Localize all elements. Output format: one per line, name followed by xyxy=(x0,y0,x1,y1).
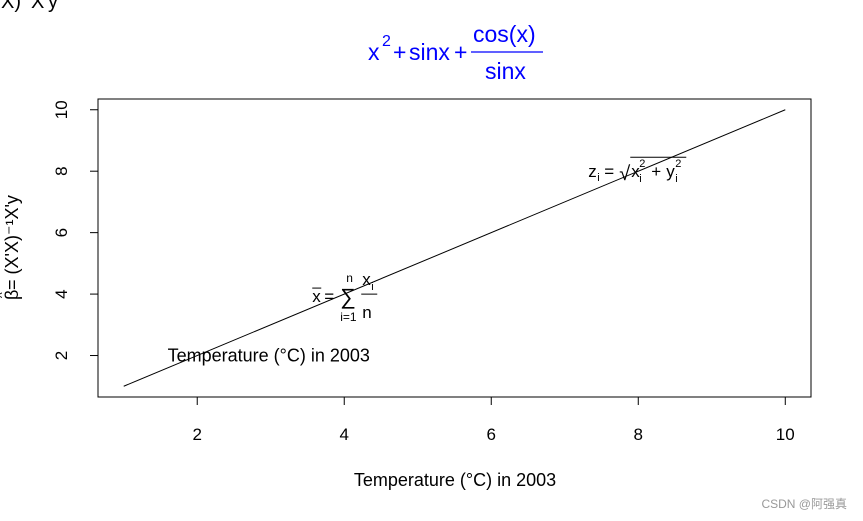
mean-eq: = xyxy=(324,287,334,306)
y-label-rest: = (X'X)⁻¹X'y xyxy=(2,195,22,290)
z-eq: = xyxy=(604,162,614,181)
annotation-mean-formula: x = ∑ n i=1 x i n xyxy=(312,270,378,324)
y-axis-label: β ^ = (X'X)⁻¹X'y xyxy=(0,195,22,300)
z-subscript: i xyxy=(597,172,599,184)
y-tick-label: 6 xyxy=(52,228,71,237)
chart-title: x 2 + sinx + cos(x) sinx xyxy=(368,21,543,84)
y-tick-label: 4 xyxy=(52,289,71,298)
series-line xyxy=(123,109,786,387)
title-plus-1: + xyxy=(393,39,406,65)
title-fraction-numerator: cos(x) xyxy=(473,21,536,47)
y-label-beta: β xyxy=(2,290,22,300)
z-x-sub: i xyxy=(639,173,641,185)
x-tick-label: 10 xyxy=(776,425,795,444)
beta-part2: X) xyxy=(1,0,21,13)
annotation-norm-formula: z i = √ x 2 i + y 2 i xyxy=(588,156,687,185)
z-y: y xyxy=(666,162,675,181)
y-label-hat: ^ xyxy=(0,292,9,298)
mean-x: x xyxy=(312,287,321,306)
y-tick-label: 10 xyxy=(52,100,71,119)
y-tick-label: 2 xyxy=(52,351,71,360)
title-plus-2: + xyxy=(454,39,467,65)
z-x: x xyxy=(631,162,640,181)
mean-numerator: x xyxy=(362,270,371,289)
x-tick-label: 8 xyxy=(634,425,643,444)
annotation-beta-formula: β ^ = (X t X) -1 X t y xyxy=(1,0,58,13)
y-tick-label: 8 xyxy=(52,166,71,175)
x-tick-label: 6 xyxy=(487,425,496,444)
watermark: CSDN @阿强真 xyxy=(761,497,847,511)
beta-part3: X xyxy=(31,0,44,13)
mean-denominator: n xyxy=(362,303,371,322)
x-axis-label: Temperature (°C) in 2003 xyxy=(354,470,556,490)
title-fraction-denominator: sinx xyxy=(485,58,526,84)
mean-lower: i=1 xyxy=(340,310,357,324)
z-symbol: z xyxy=(588,162,597,181)
z-y-sub: i xyxy=(675,173,677,185)
mean-upper: n xyxy=(346,271,353,285)
annotation-temperature: Temperature (°C) in 2003 xyxy=(168,346,370,366)
z-y-square: 2 xyxy=(675,158,681,170)
x-axis: 2 4 6 8 10 xyxy=(192,396,795,444)
x-tick-label: 2 xyxy=(192,425,201,444)
x-tick-label: 4 xyxy=(340,425,349,444)
title-x: x xyxy=(368,39,380,65)
title-exponent: 2 xyxy=(382,33,391,50)
y-axis: 2 4 6 8 10 xyxy=(52,100,99,360)
mean-numerator-sub: i xyxy=(371,281,373,293)
title-sinx: sinx xyxy=(409,39,450,65)
z-plus: + xyxy=(651,162,661,181)
beta-y: y xyxy=(48,0,58,13)
mean-sigma: ∑ xyxy=(340,284,356,309)
z-x-square: 2 xyxy=(639,158,645,170)
z-radical: √ xyxy=(619,163,630,185)
